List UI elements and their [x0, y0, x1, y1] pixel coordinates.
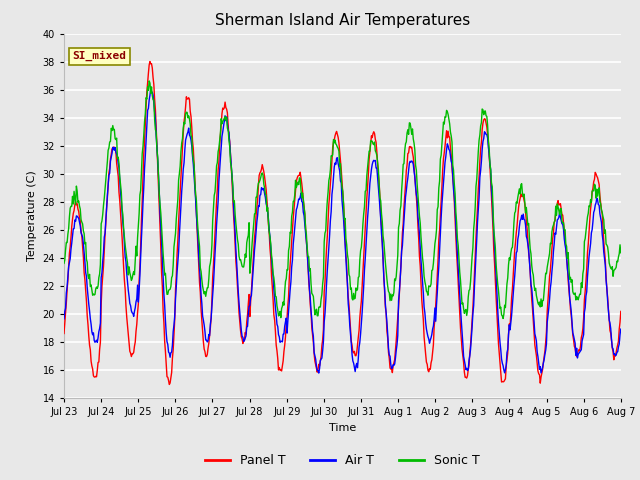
Panel T: [412, 183, 419, 189]
Panel T: [428, 357, 436, 362]
Sonic T: [411, 147, 419, 153]
Air T: [127, 308, 135, 313]
Panel T: [215, 159, 223, 165]
Air T: [147, 86, 155, 92]
X-axis label: Time: Time: [329, 423, 356, 433]
Line: Panel T: Panel T: [64, 61, 621, 384]
Line: Air T: Air T: [64, 89, 621, 373]
Text: SI_mixed: SI_mixed: [72, 51, 126, 61]
Panel T: [166, 382, 173, 387]
Sonic T: [70, 189, 78, 194]
Panel T: [127, 354, 135, 360]
Y-axis label: Temperature (C): Temperature (C): [27, 170, 37, 262]
Sonic T: [499, 316, 507, 322]
Sonic T: [145, 78, 153, 84]
Panel T: [617, 309, 625, 314]
Panel T: [186, 96, 193, 102]
Panel T: [146, 59, 154, 64]
Sonic T: [60, 261, 68, 266]
Air T: [617, 326, 625, 332]
Panel T: [60, 331, 68, 336]
Sonic T: [428, 281, 435, 287]
Sonic T: [214, 149, 222, 155]
Panel T: [70, 208, 78, 214]
Sonic T: [127, 277, 135, 283]
Air T: [60, 316, 68, 322]
Legend: Panel T, Air T, Sonic T: Panel T, Air T, Sonic T: [200, 449, 485, 472]
Air T: [412, 184, 419, 190]
Title: Sherman Island Air Temperatures: Sherman Island Air Temperatures: [215, 13, 470, 28]
Sonic T: [185, 113, 193, 119]
Air T: [70, 226, 78, 231]
Air T: [428, 332, 436, 337]
Air T: [315, 370, 323, 376]
Sonic T: [617, 250, 625, 256]
Air T: [185, 125, 193, 131]
Line: Sonic T: Sonic T: [64, 81, 621, 319]
Air T: [214, 199, 222, 204]
